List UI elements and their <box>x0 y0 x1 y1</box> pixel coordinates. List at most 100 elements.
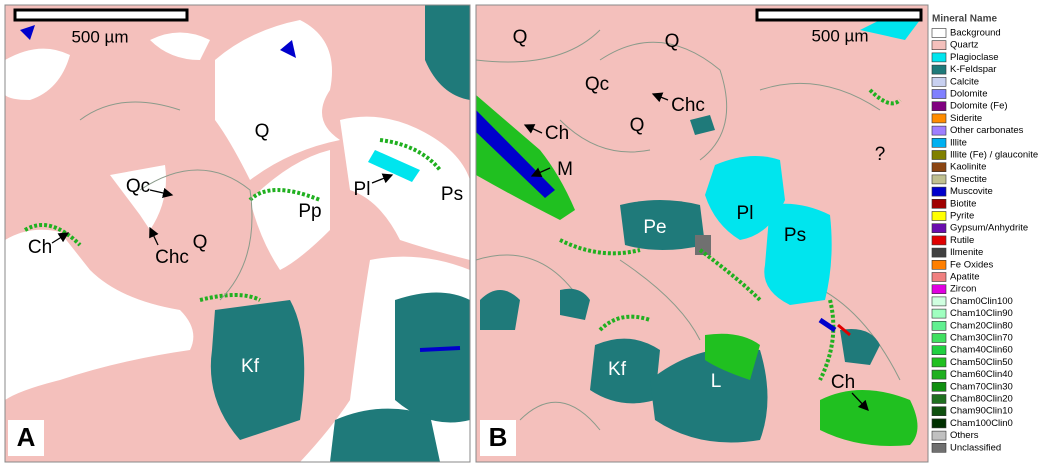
legend-swatch <box>931 223 947 233</box>
mineral-label: Pp <box>298 201 321 222</box>
legend-swatch <box>931 272 947 282</box>
mineral-label: Pl <box>354 179 371 200</box>
mineral-label: Ch <box>545 123 569 144</box>
mineral-label: Q <box>255 121 270 142</box>
mineral-label: L <box>711 371 722 392</box>
legend-label: Quartz <box>950 40 979 51</box>
legend-swatch <box>931 430 947 441</box>
legend-swatch <box>931 211 947 221</box>
scale-bar <box>755 8 923 22</box>
arrow <box>651 92 669 103</box>
mineral-label: Chc <box>671 95 705 116</box>
legend-swatch <box>931 52 947 63</box>
legend-swatch <box>931 113 947 124</box>
legend-title: Mineral Name <box>932 14 997 25</box>
legend-label: Dolomite <box>950 89 988 100</box>
legend-swatch <box>931 333 947 343</box>
legend-swatch <box>931 125 947 136</box>
legend-swatch <box>931 199 947 209</box>
legend-swatch <box>931 235 947 246</box>
mineral-label: M <box>557 159 573 180</box>
legend-swatch <box>931 247 947 258</box>
arrow <box>149 187 174 199</box>
legend-swatch <box>931 357 947 368</box>
legend-swatch <box>931 394 947 404</box>
legend-label: Calcite <box>950 76 979 87</box>
legend-label: Dolomite (Fe) <box>950 101 1008 112</box>
scale-bar <box>13 8 189 22</box>
legend-swatch <box>931 345 947 356</box>
legend-swatch <box>931 320 947 331</box>
legend-label: Muscovite <box>950 186 993 197</box>
mineral-label: Ps <box>784 225 806 246</box>
arrow <box>149 226 159 246</box>
mineral-label: Qc <box>585 74 609 95</box>
panel-letter: B <box>489 422 508 452</box>
mineral-label: Q <box>513 27 528 48</box>
legend-swatch <box>931 418 947 429</box>
legend-label: Illite (Fe) / glauconite <box>950 150 1038 161</box>
scale-label: 500 µm <box>71 27 128 46</box>
legend-label: Unclassified <box>950 442 1001 453</box>
legend-label: Kaolinite <box>950 162 986 173</box>
legend-swatch <box>931 308 947 319</box>
legend-swatch <box>931 64 947 75</box>
legend-label: Cham30Clin70 <box>950 333 1013 344</box>
legend-label: Cham60Clin40 <box>950 369 1013 380</box>
legend-label: Gypsum/Anhydrite <box>950 223 1028 234</box>
panel-letter-box <box>8 420 44 456</box>
legend-label: K-Feldspar <box>950 64 996 75</box>
legend-label: Cham20Clin80 <box>950 320 1013 331</box>
legend-label: Pyrite <box>950 211 974 222</box>
mineral-label: Q <box>193 232 208 253</box>
arrow <box>530 167 551 178</box>
mineral-label: Ch <box>28 237 52 258</box>
legend-swatch <box>931 28 947 38</box>
legend-swatch <box>931 150 947 160</box>
legend-label: Background <box>950 28 1001 39</box>
legend-label: Cham10Clin90 <box>950 308 1013 319</box>
legend-swatch <box>931 162 947 172</box>
legend-label: Fe Oxides <box>950 259 994 270</box>
legend-label: Siderite <box>950 113 982 124</box>
legend-label: Others <box>950 430 979 441</box>
mineral-label: Chc <box>155 247 189 268</box>
mineral-label: Q <box>630 115 645 136</box>
legend-label: Cham100Clin0 <box>950 418 1013 429</box>
legend-label: Cham70Clin30 <box>950 381 1013 392</box>
legend-label: Cham40Clin60 <box>950 345 1013 356</box>
legend-swatch <box>931 369 947 380</box>
legend-label: Ilmenite <box>950 247 983 258</box>
legend-swatch <box>931 381 947 392</box>
legend-swatch <box>931 77 947 87</box>
legend-label: Plagioclase <box>950 52 999 63</box>
legend-swatch <box>931 259 947 270</box>
mineral-label: Q <box>665 31 680 52</box>
arrow <box>51 232 70 244</box>
panel-a-map <box>5 5 470 462</box>
arrow <box>523 124 543 134</box>
legend-swatch <box>931 406 947 417</box>
mineral-label: Ps <box>441 184 463 205</box>
legend-label: Cham90Clin10 <box>950 406 1013 417</box>
legend-label: Cham0Clin100 <box>950 296 1013 307</box>
legend-swatch <box>931 89 947 99</box>
legend-label: Zircon <box>950 284 976 295</box>
panel-b-frame <box>475 4 929 463</box>
panel-b-map <box>476 5 928 462</box>
legend-label: Smectite <box>950 174 987 185</box>
mineral-label: Pl <box>737 203 754 224</box>
legend: Mineral Name BackgroundQuartzPlagioclase… <box>931 14 1038 453</box>
legend-swatch <box>931 174 947 185</box>
legend-swatch <box>931 138 947 148</box>
scale-label: 500 µm <box>811 26 868 45</box>
legend-swatch <box>931 101 947 111</box>
legend-swatch <box>931 186 947 197</box>
panel-letter: A <box>17 422 36 452</box>
legend-label: Illite <box>950 137 967 148</box>
panel-a-frame <box>4 4 471 463</box>
legend-label: Cham80Clin20 <box>950 394 1013 405</box>
legend-swatch <box>931 40 947 51</box>
mineral-label: Kf <box>241 356 260 377</box>
